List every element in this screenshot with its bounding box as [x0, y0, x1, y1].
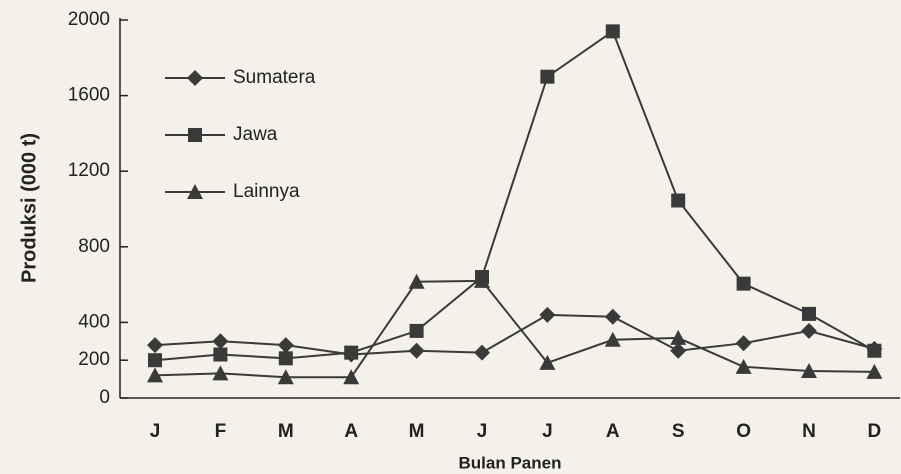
- data-point: [343, 369, 360, 385]
- data-point: [474, 344, 490, 361]
- data-point: [604, 308, 621, 325]
- x-tick-label: A: [344, 421, 358, 442]
- data-point: [213, 347, 228, 362]
- data-point: [344, 345, 359, 360]
- data-point: [671, 193, 686, 208]
- legend-label: Sumatera: [233, 67, 316, 88]
- x-axis-label: Bulan Panen: [459, 453, 562, 472]
- y-tick-label: 0: [99, 387, 110, 408]
- x-tick-label: O: [736, 421, 751, 442]
- series-line: [154, 29, 875, 362]
- data-point: [212, 333, 229, 350]
- x-tick-label: M: [409, 421, 425, 442]
- x-tick-label: J: [477, 421, 488, 442]
- x-tick-label: J: [150, 421, 161, 442]
- data-point: [148, 353, 162, 368]
- legend-label: Jawa: [233, 124, 278, 145]
- data-point: [801, 362, 817, 378]
- data-point: [540, 69, 555, 84]
- data-point: [474, 272, 490, 288]
- data-point: [147, 337, 163, 354]
- series-line: [154, 313, 875, 356]
- y-tick-label: 800: [78, 236, 110, 257]
- data-point: [277, 337, 294, 354]
- x-tick-label: N: [802, 421, 816, 442]
- x-tick-label: M: [278, 421, 294, 442]
- data-point: [736, 276, 751, 291]
- data-point: [409, 323, 424, 338]
- legend-label: Lainnya: [233, 181, 300, 202]
- data-point: [539, 306, 556, 323]
- data-point: [408, 342, 425, 359]
- data-point: [801, 322, 817, 339]
- y-tick-label: 200: [78, 349, 110, 370]
- x-tick-label: J: [542, 421, 553, 442]
- series-line: [154, 279, 875, 379]
- legend-marker: [188, 128, 202, 142]
- data-point: [670, 342, 687, 359]
- data-point: [735, 358, 752, 374]
- data-point: [735, 335, 752, 352]
- x-tick-label: A: [606, 421, 620, 442]
- data-point: [539, 354, 556, 370]
- legend-marker: [187, 184, 203, 199]
- data-point: [670, 329, 687, 345]
- data-point: [147, 367, 163, 383]
- data-point: [605, 24, 620, 39]
- legend-marker: [187, 70, 203, 86]
- data-point: [277, 369, 294, 385]
- data-point: [408, 273, 425, 289]
- y-axis-label: Produksi (000 t): [18, 133, 40, 283]
- data-point: [867, 343, 882, 358]
- data-point: [866, 363, 883, 379]
- data-point: [212, 365, 229, 381]
- x-tick-label: F: [215, 421, 227, 442]
- x-tick-label: D: [868, 421, 882, 442]
- data-point: [802, 306, 816, 321]
- x-tick-label: S: [672, 421, 685, 442]
- y-tick-label: 2000: [68, 9, 110, 30]
- data-point: [604, 331, 621, 347]
- y-tick-label: 1200: [68, 160, 110, 181]
- y-tick-label: 1600: [68, 85, 110, 106]
- data-point: [278, 351, 293, 366]
- y-tick-label: 400: [78, 311, 110, 332]
